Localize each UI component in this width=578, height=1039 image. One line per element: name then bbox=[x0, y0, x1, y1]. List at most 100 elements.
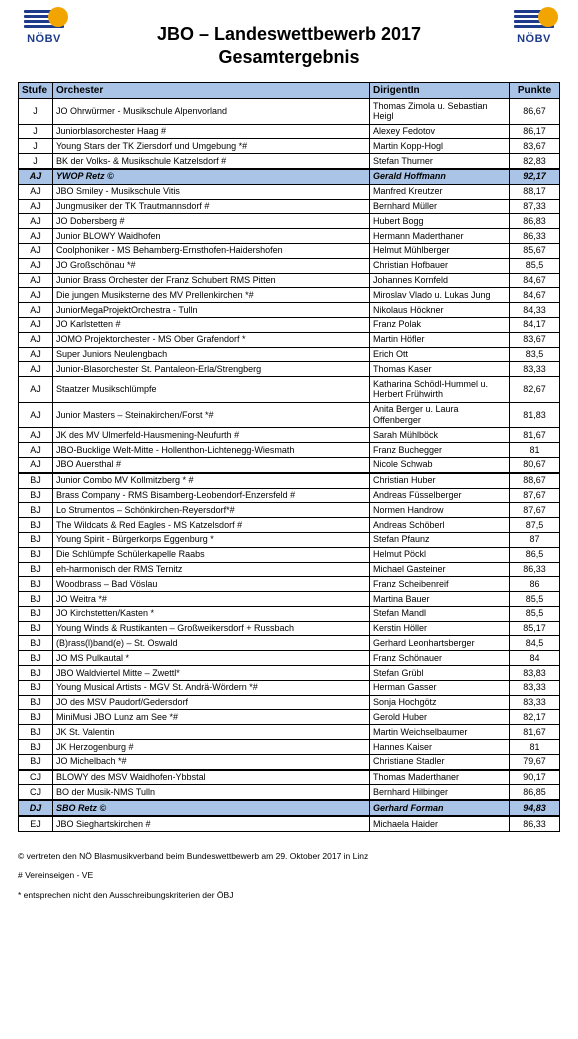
cell-orchester: Junior-Blasorchester St. Pantaleon-Erla/… bbox=[53, 362, 370, 377]
cell-stufe: BJ bbox=[19, 621, 53, 636]
logo-text-right: NÖBV bbox=[517, 33, 551, 45]
table-row: AJDie jungen Musiksterne des MV Prellenk… bbox=[19, 288, 560, 303]
table-row: AJJO Dobersberg #Hubert Bogg86,83 bbox=[19, 214, 560, 229]
table-row: BJYoung Winds & Rustikanten – Großweiker… bbox=[19, 621, 560, 636]
cell-dirigent: Martina Bauer bbox=[370, 592, 510, 607]
table-row: BJJO MS Pulkautal *Franz Schönauer84 bbox=[19, 651, 560, 666]
cell-dirigent: Andreas Schöberl bbox=[370, 518, 510, 533]
cell-punkte: 86,85 bbox=[510, 785, 560, 800]
cell-orchester: JuniorMegaProjektOrchestra - Tulln bbox=[53, 303, 370, 318]
cell-stufe: BJ bbox=[19, 488, 53, 503]
cell-punkte: 86,5 bbox=[510, 547, 560, 562]
cell-stufe: AJ bbox=[19, 332, 53, 347]
table-row: AJJK des MV Ulmerfeld-Hausmening-Neufurt… bbox=[19, 428, 560, 443]
cell-stufe: BJ bbox=[19, 680, 53, 695]
cell-orchester: Young Stars der TK Ziersdorf und Umgebun… bbox=[53, 139, 370, 154]
table-row: AJJBO-Bucklige Welt-Mitte - Hollenthon-L… bbox=[19, 443, 560, 458]
cell-stufe: J bbox=[19, 154, 53, 169]
logo-right: NÖBV bbox=[508, 10, 560, 45]
cell-dirigent: Christian Huber bbox=[370, 473, 510, 488]
cell-dirigent: Bernhard Müller bbox=[370, 199, 510, 214]
table-row: JJuniorblasorchester Haag #Alexey Fedoto… bbox=[19, 124, 560, 139]
cell-dirigent: Franz Schönauer bbox=[370, 651, 510, 666]
cell-punkte: 82,83 bbox=[510, 154, 560, 169]
cell-orchester: JO Weitra *# bbox=[53, 592, 370, 607]
cell-orchester: Brass Company - RMS Bisamberg-Leobendorf… bbox=[53, 488, 370, 503]
cell-stufe: AJ bbox=[19, 214, 53, 229]
cell-orchester: Junior BLOWY Waidhofen bbox=[53, 229, 370, 244]
table-row: BJJK Herzogenburg #Hannes Kaiser81 bbox=[19, 740, 560, 755]
page-header: NÖBV JBO – Landeswettbewerb 2017 Gesamte… bbox=[18, 10, 560, 68]
table-row: CJBO der Musik-NMS TullnBernhard Hilbing… bbox=[19, 785, 560, 800]
cell-orchester: JK Herzogenburg # bbox=[53, 740, 370, 755]
cell-orchester: Junior Masters – Steinakirchen/Forst *# bbox=[53, 402, 370, 428]
cell-punkte: 83,33 bbox=[510, 362, 560, 377]
cell-stufe: AJ bbox=[19, 317, 53, 332]
table-row: AJJO Karlstetten #Franz Polak84,17 bbox=[19, 317, 560, 332]
cell-stufe: CJ bbox=[19, 770, 53, 785]
cell-orchester: BLOWY des MSV Waidhofen-Ybbstal bbox=[53, 770, 370, 785]
cell-orchester: JBO Smiley - Musikschule Vitis bbox=[53, 184, 370, 199]
logo-bars-icon bbox=[24, 10, 64, 28]
cell-stufe: BJ bbox=[19, 636, 53, 651]
cell-stufe: AJ bbox=[19, 229, 53, 244]
cell-punkte: 84,5 bbox=[510, 636, 560, 651]
logo-left: NÖBV bbox=[18, 10, 70, 45]
cell-punkte: 84,17 bbox=[510, 317, 560, 332]
cell-orchester: Juniorblasorchester Haag # bbox=[53, 124, 370, 139]
cell-punkte: 79,67 bbox=[510, 754, 560, 769]
cell-stufe: AJ bbox=[19, 184, 53, 199]
cell-dirigent: Andreas Füsselberger bbox=[370, 488, 510, 503]
cell-orchester: eh-harmonisch der RMS Ternitz bbox=[53, 562, 370, 577]
cell-dirigent: Gerhard Forman bbox=[370, 800, 510, 816]
table-row: AJJunior Masters – Steinakirchen/Forst *… bbox=[19, 402, 560, 428]
footnote-hash: # Vereinseigen - VE bbox=[18, 869, 560, 883]
table-row: BJJO Kirchstetten/Kasten *Stefan Mandl85… bbox=[19, 606, 560, 621]
table-row: JYoung Stars der TK Ziersdorf und Umgebu… bbox=[19, 139, 560, 154]
cell-dirigent: Nicole Schwab bbox=[370, 457, 510, 472]
cell-stufe: BJ bbox=[19, 710, 53, 725]
table-row: BJJO des MSV Paudorf/GedersdorfSonja Hoc… bbox=[19, 695, 560, 710]
cell-orchester: JO Karlstetten # bbox=[53, 317, 370, 332]
cell-orchester: JO Michelbach *# bbox=[53, 754, 370, 769]
cell-stufe: AJ bbox=[19, 428, 53, 443]
cell-punkte: 86,17 bbox=[510, 124, 560, 139]
cell-stufe: EJ bbox=[19, 816, 53, 831]
cell-dirigent: Nikolaus Höckner bbox=[370, 303, 510, 318]
cell-orchester: The Wildcats & Red Eagles - MS Katzelsdo… bbox=[53, 518, 370, 533]
cell-punkte: 86,67 bbox=[510, 99, 560, 125]
cell-orchester: JO Ohrwürmer - Musikschule Alpenvorland bbox=[53, 99, 370, 125]
cell-dirigent: Michaela Haider bbox=[370, 816, 510, 831]
cell-stufe: BJ bbox=[19, 592, 53, 607]
cell-punkte: 86,33 bbox=[510, 229, 560, 244]
cell-orchester: Junior Brass Orchester der Franz Schuber… bbox=[53, 273, 370, 288]
cell-stufe: BJ bbox=[19, 547, 53, 562]
cell-dirigent: Martin Weichselbaumer bbox=[370, 725, 510, 740]
cell-dirigent: Stefan Mandl bbox=[370, 606, 510, 621]
cell-dirigent: Thomas Maderthaner bbox=[370, 770, 510, 785]
logo-bars-icon bbox=[514, 10, 554, 28]
table-row: BJJK St. ValentinMartin Weichselbaumer81… bbox=[19, 725, 560, 740]
table-row: BJeh-harmonisch der RMS TernitzMichael G… bbox=[19, 562, 560, 577]
cell-stufe: BJ bbox=[19, 666, 53, 681]
table-row: BJBrass Company - RMS Bisamberg-Leobendo… bbox=[19, 488, 560, 503]
table-row: AJJunior-Blasorchester St. Pantaleon-Erl… bbox=[19, 362, 560, 377]
table-row: AJJOMO Projektorchester - MS Ober Grafen… bbox=[19, 332, 560, 347]
cell-dirigent: Hermann Maderthaner bbox=[370, 229, 510, 244]
cell-stufe: BJ bbox=[19, 606, 53, 621]
cell-punkte: 85,5 bbox=[510, 258, 560, 273]
table-row: BJThe Wildcats & Red Eagles - MS Katzels… bbox=[19, 518, 560, 533]
cell-dirigent: Hubert Bogg bbox=[370, 214, 510, 229]
cell-dirigent: Normen Handrow bbox=[370, 503, 510, 518]
cell-stufe: BJ bbox=[19, 503, 53, 518]
cell-stufe: AJ bbox=[19, 377, 53, 403]
table-row: AJJunior BLOWY WaidhofenHermann Madertha… bbox=[19, 229, 560, 244]
cell-orchester: JOMO Projektorchester - MS Ober Grafendo… bbox=[53, 332, 370, 347]
table-row: AJStaatzer MusikschlümpfeKatharina Schöd… bbox=[19, 377, 560, 403]
cell-punkte: 92,17 bbox=[510, 169, 560, 184]
cell-orchester: BO der Musik-NMS Tulln bbox=[53, 785, 370, 800]
cell-orchester: JBO-Bucklige Welt-Mitte - Hollenthon-Lic… bbox=[53, 443, 370, 458]
col-header-stufe: Stufe bbox=[19, 83, 53, 99]
cell-dirigent: Helmut Mühlberger bbox=[370, 243, 510, 258]
cell-stufe: BJ bbox=[19, 651, 53, 666]
